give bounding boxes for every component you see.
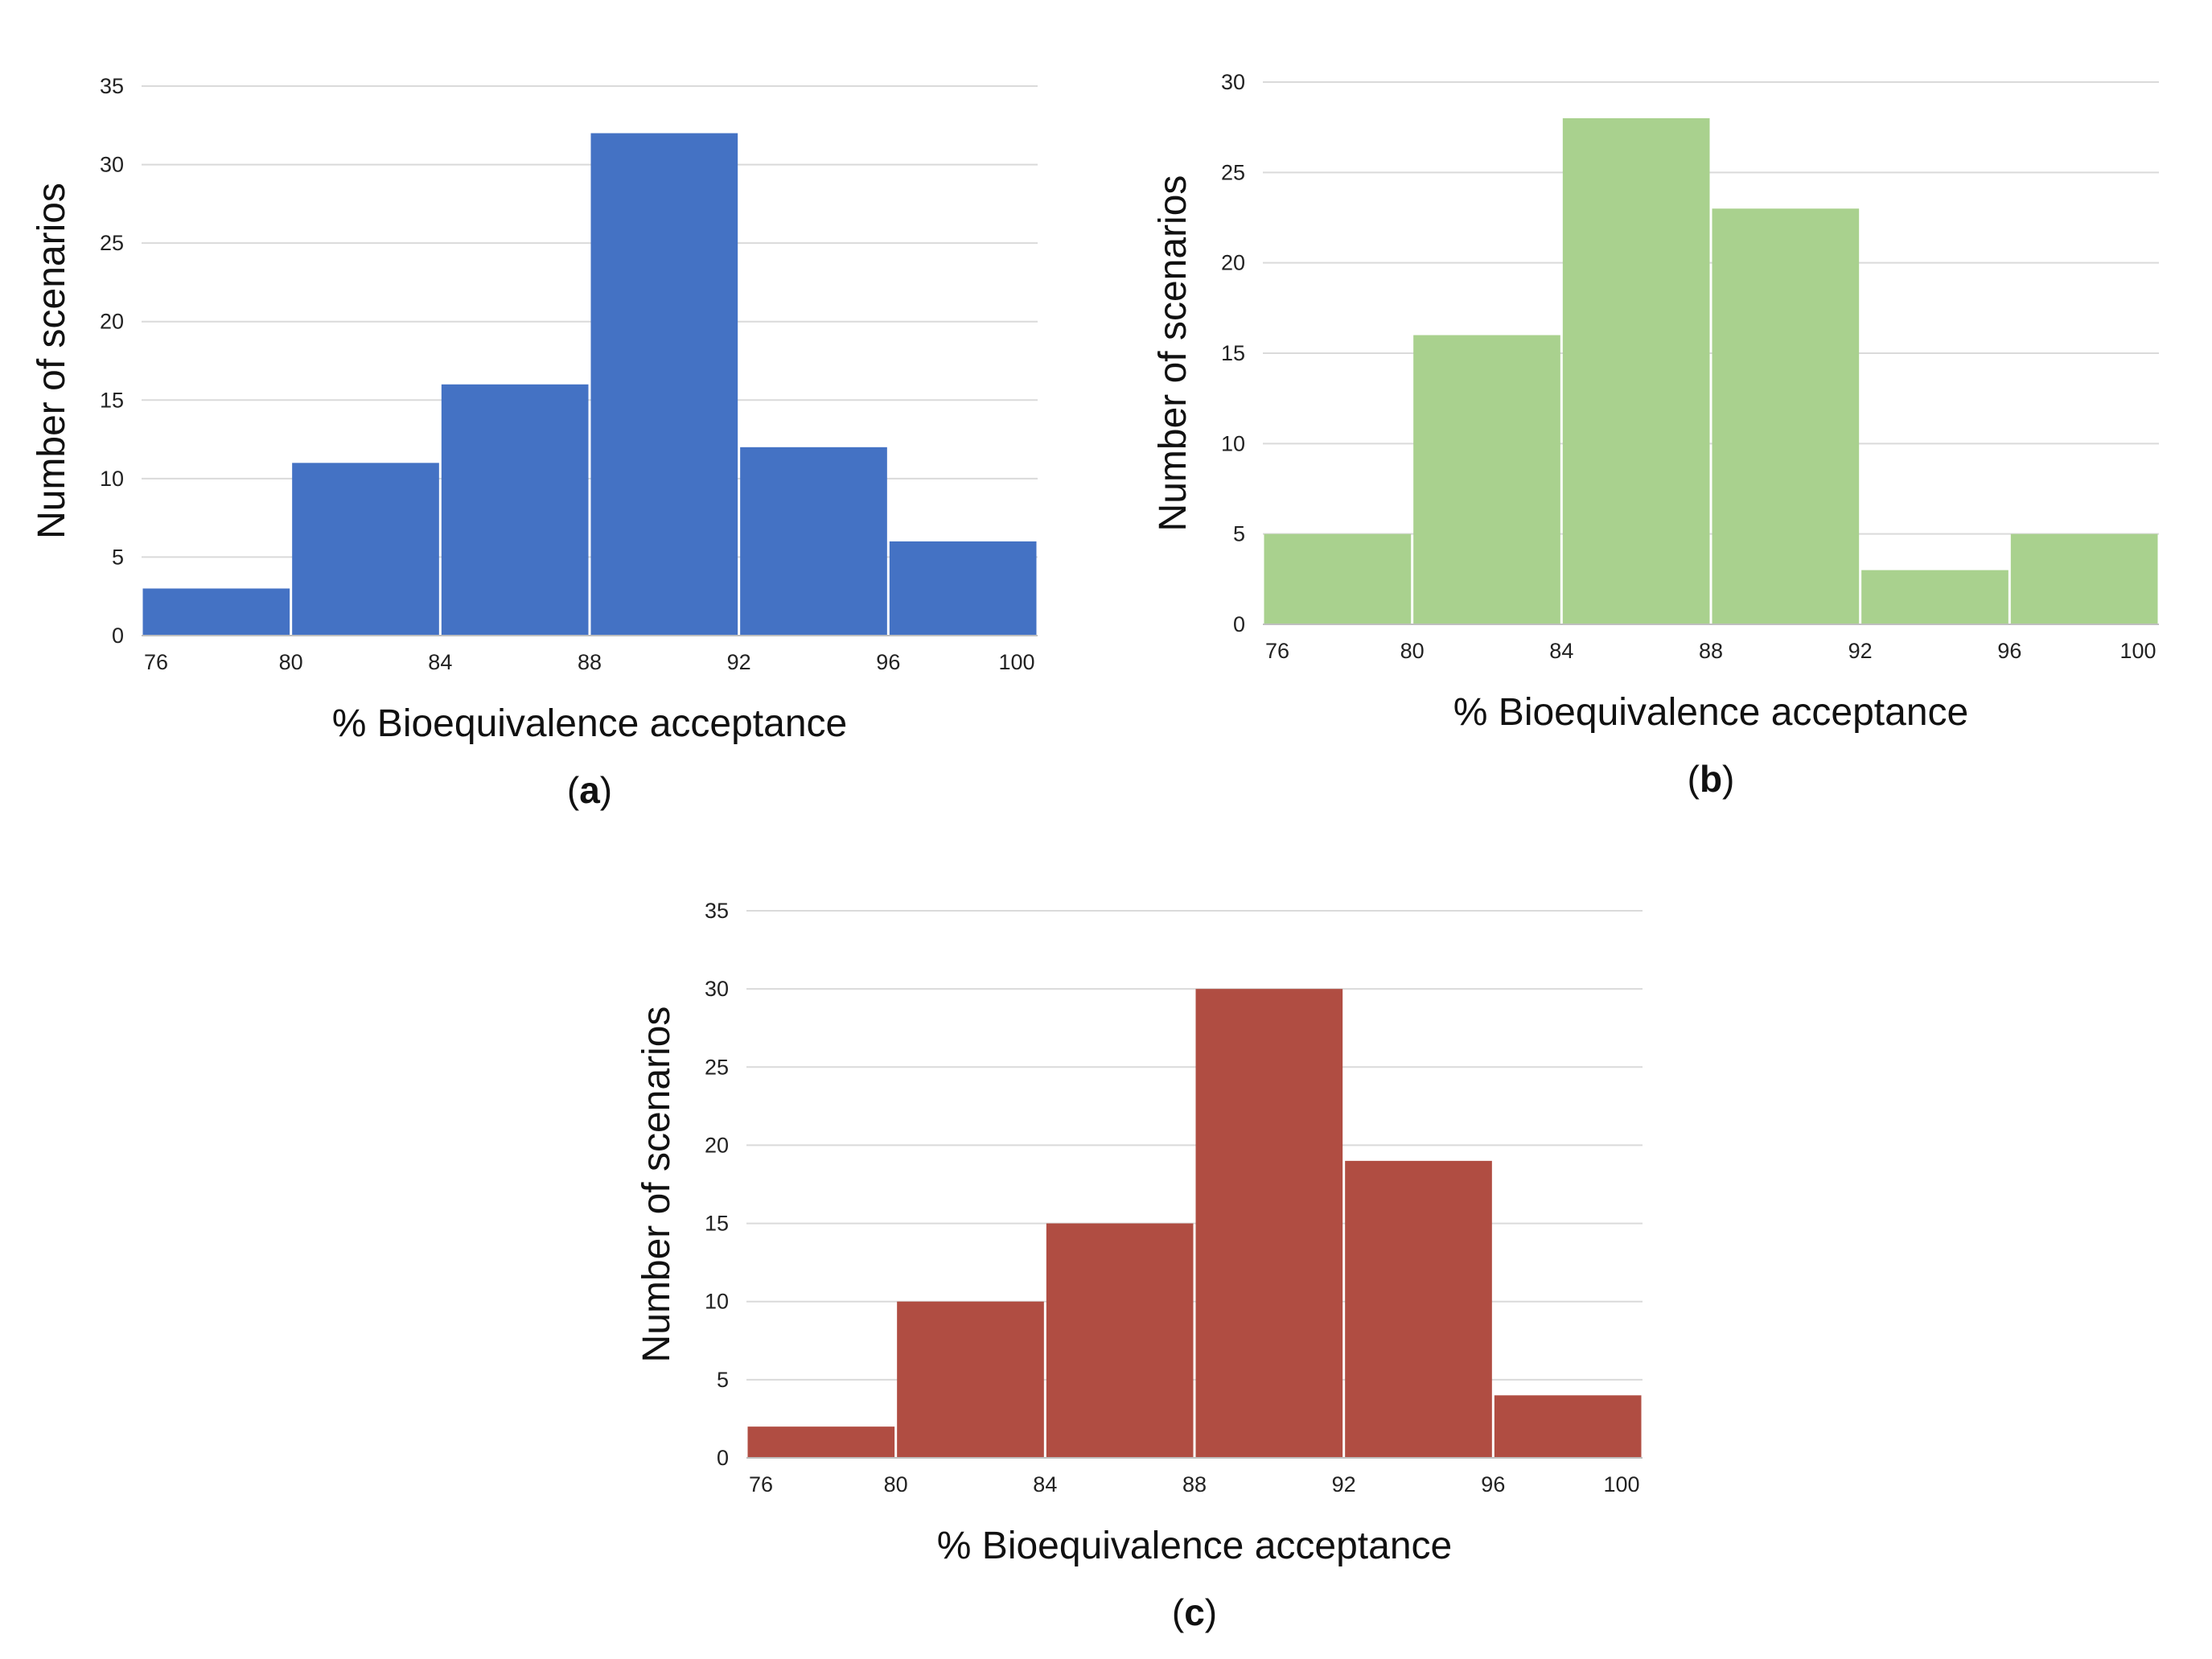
- chart-panel-c: 0 5 10 15 20 25 30 35 76 80 84 88 92 96 100 % Bioequiva…: [635, 899, 1643, 1633]
- panel-letter: c: [1184, 1591, 1205, 1633]
- histogram-bar: [747, 1426, 895, 1458]
- x-axis-title: % Bioequivalence acceptance: [937, 1525, 1452, 1567]
- x-tick-label: 100: [1603, 1472, 1639, 1496]
- histogram-bar: [441, 384, 589, 636]
- y-axis-title: Number of scenarios: [1152, 175, 1194, 532]
- y-axis-title: Number of scenarios: [31, 183, 73, 539]
- chart-panel-b: 0 5 10 15 20 25 30 76 80 84 88 92 96 100 % Bioequivale…: [1152, 70, 2159, 800]
- y-tick-label: 30: [100, 153, 124, 177]
- chart-panel-a: 0 5 10 15 20 25 30 35 76 80 84 88 92 96 100 % Bioequiva…: [31, 74, 1038, 811]
- x-tick-label: 100: [998, 650, 1034, 674]
- histogram-bar: [1264, 533, 1412, 624]
- y-tick-label: 0: [717, 1446, 729, 1470]
- histogram-bar: [889, 541, 1037, 636]
- panel-letter: b: [1700, 758, 1722, 800]
- y-tick-label: 10: [705, 1290, 729, 1314]
- x-tick-label: 92: [1848, 639, 1873, 663]
- x-tick-label: 88: [1699, 639, 1723, 663]
- x-tick-label: 92: [727, 650, 751, 674]
- histogram-bar: [740, 447, 887, 636]
- histogram-bar: [1345, 1160, 1492, 1458]
- y-tick-label: 25: [100, 231, 124, 255]
- x-tick-label: 76: [1265, 639, 1289, 663]
- histogram-bar: [1494, 1395, 1642, 1458]
- x-tick-label: 88: [578, 650, 602, 674]
- y-tick-label: 25: [1221, 160, 1245, 184]
- y-tick-label: 0: [1233, 612, 1245, 636]
- x-tick-label: 84: [428, 650, 452, 674]
- x-tick-label: 96: [1997, 639, 2021, 663]
- x-tick-label: 80: [1400, 639, 1425, 663]
- y-tick-label: 15: [100, 388, 124, 412]
- y-tick-label: 5: [717, 1368, 729, 1392]
- y-tick-label: 30: [1221, 70, 1245, 94]
- y-tick-label: 10: [1221, 431, 1245, 455]
- y-tick-label: 5: [1233, 522, 1245, 546]
- x-tick-label: 84: [1033, 1472, 1057, 1496]
- x-axis-title: % Bioequivalence acceptance: [1453, 691, 1968, 734]
- histogram-bar: [1413, 335, 1560, 624]
- histogram-bar: [1195, 989, 1343, 1458]
- x-tick-label: 80: [884, 1472, 908, 1496]
- x-tick-label: 96: [1481, 1472, 1505, 1496]
- histogram-bar: [292, 463, 439, 636]
- histogram-bar: [1046, 1223, 1194, 1458]
- y-tick-label: 20: [100, 310, 124, 334]
- y-tick-label: 5: [112, 545, 124, 569]
- x-tick-label: 100: [2119, 639, 2156, 663]
- y-axis-title: Number of scenarios: [635, 1007, 678, 1363]
- panel-label: (b): [1688, 758, 1735, 800]
- histogram-bar: [590, 133, 738, 636]
- histogram-bar: [142, 588, 290, 636]
- y-tick-label: 20: [705, 1133, 729, 1157]
- histogram-bar: [1712, 208, 1860, 624]
- x-tick-label: 76: [749, 1472, 773, 1496]
- histogram-bar: [1861, 570, 2008, 624]
- y-tick-label: 20: [1221, 251, 1245, 275]
- x-tick-label: 92: [1332, 1472, 1356, 1496]
- x-tick-label: 88: [1182, 1472, 1207, 1496]
- histogram-bar: [897, 1301, 1044, 1458]
- x-tick-label: 76: [144, 650, 168, 674]
- y-tick-label: 0: [112, 624, 124, 648]
- y-tick-label: 35: [705, 899, 729, 923]
- histogram-bar: [2010, 533, 2158, 624]
- x-tick-label: 80: [279, 650, 303, 674]
- x-tick-label: 84: [1549, 639, 1573, 663]
- y-tick-label: 25: [705, 1055, 729, 1079]
- y-tick-label: 30: [705, 977, 729, 1001]
- panel-label: (a): [567, 769, 612, 811]
- histogram-bar: [1562, 117, 1710, 624]
- panel-letter: a: [579, 769, 600, 811]
- y-tick-label: 10: [100, 467, 124, 491]
- panel-label: (c): [1172, 1591, 1217, 1633]
- x-tick-label: 96: [876, 650, 900, 674]
- x-axis-title: % Bioequivalence acceptance: [332, 702, 847, 745]
- y-tick-label: 35: [100, 74, 124, 98]
- y-tick-label: 15: [1221, 341, 1245, 365]
- y-tick-label: 15: [705, 1212, 729, 1236]
